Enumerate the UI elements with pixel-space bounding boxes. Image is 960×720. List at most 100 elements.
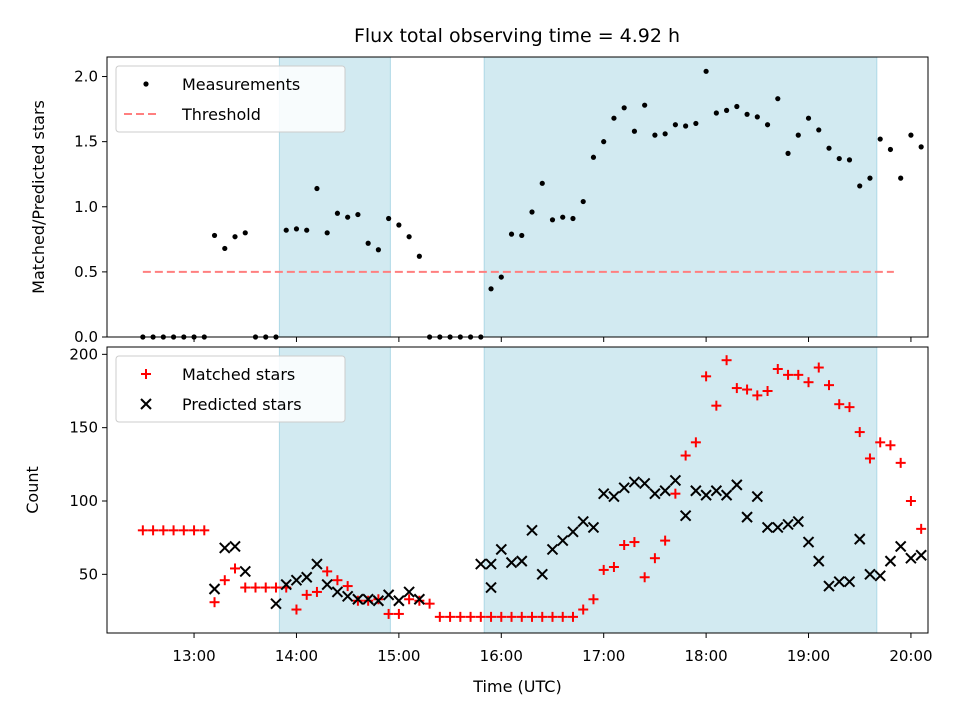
matched-star-point [731, 383, 742, 394]
x-tick-label: 19:00 [787, 647, 830, 665]
matched-star-point [547, 611, 558, 622]
measurement-point [365, 240, 371, 246]
predicted-star-point [362, 593, 374, 605]
predicted-star-point [864, 568, 876, 581]
cross-stroke-b [140, 398, 152, 410]
predicted-star-point [761, 521, 774, 534]
matched-star-point [393, 608, 404, 619]
bottom-panel: 50 100 150 200 13:00 14:00 15:00 16:00 17:00 18:… [23, 345, 933, 696]
matched-star-point [465, 611, 476, 622]
x-tick-label: 15:00 [377, 647, 420, 665]
predicted-star-point [311, 558, 323, 570]
y-tick-label: 0.0 [74, 328, 98, 346]
matched-star-point [516, 611, 527, 622]
cross-stroke-b [638, 477, 651, 490]
measurement-point [570, 215, 576, 222]
predicted-star-point [372, 595, 385, 607]
matched-star-point [834, 399, 845, 410]
bottom-y-axis-label: Count [23, 466, 42, 514]
cross-stroke-b [290, 574, 303, 586]
bottom-y-axis-ticks: 50 100 150 200 [69, 345, 107, 583]
matched-star-point [496, 611, 507, 622]
cross-stroke-b [546, 543, 559, 556]
predicted-star-point [382, 589, 395, 601]
cross-stroke-b [772, 521, 784, 534]
predicted-star-point [638, 477, 651, 490]
matched-star-point [578, 604, 589, 615]
measurement-point [345, 214, 351, 220]
legend-dot-key [143, 81, 149, 87]
cross-stroke-b [413, 593, 426, 605]
measurement-point [826, 145, 832, 151]
cross-stroke-b [362, 593, 374, 605]
matched-star-point [588, 594, 599, 605]
matched-star-point [905, 496, 916, 506]
predicted-star-point [679, 509, 692, 522]
predicted-star-point [495, 543, 507, 556]
legend-box [115, 355, 346, 423]
matched-star-point [660, 535, 671, 546]
matched-star-point [916, 523, 927, 534]
measurement-point [416, 253, 422, 259]
top-panel: 0.00.51.01.52.0 Matched/Predicted stars … [29, 56, 929, 346]
measurement-point [846, 157, 853, 163]
y-tick-label: 1.5 [74, 133, 98, 151]
predicted-star-point [270, 597, 282, 610]
measurement-point [642, 102, 648, 108]
measurement-point [754, 114, 760, 120]
y-tick-label: 200 [69, 345, 98, 363]
y-tick-label: 0.5 [74, 263, 98, 281]
cross-stroke-b [229, 540, 241, 553]
predicted-star-point [577, 515, 589, 528]
cross-stroke-b [597, 487, 610, 500]
cross-stroke-b [741, 511, 753, 523]
legend-entry-label: Predicted stars [182, 395, 302, 414]
cross-stroke-b [485, 558, 497, 570]
matched-star-point [783, 369, 794, 380]
x-tick-label: 13:00 [172, 647, 215, 665]
measurement-point [232, 234, 238, 240]
matched-star-point [864, 453, 875, 464]
measurement-point [703, 68, 709, 74]
cross-stroke-b [915, 549, 927, 561]
matched-star-point [168, 525, 179, 536]
predicted-star-point [239, 565, 251, 578]
measurement-point [775, 96, 781, 102]
measurement-point [334, 210, 341, 216]
measurement-point [304, 227, 310, 233]
cross-stroke-b [372, 595, 385, 607]
measurement-point [764, 122, 771, 128]
cross-stroke-b [864, 568, 876, 581]
predicted-star-point [751, 490, 764, 503]
cross-stroke-b [669, 474, 682, 487]
measurement-point [611, 115, 617, 121]
x-tick-label: 14:00 [275, 647, 318, 665]
x-tick-label: 17:00 [582, 647, 625, 665]
cross-stroke-b [792, 515, 804, 528]
measurement-point [222, 245, 228, 252]
cross-stroke-b [526, 524, 538, 537]
matched-star-point [250, 582, 261, 593]
measurement-point [283, 227, 289, 233]
cross-stroke-b [813, 555, 825, 567]
matched-star-point [875, 437, 886, 448]
cross-stroke-b [761, 521, 774, 534]
cross-stroke-b [720, 489, 733, 501]
predicted-star-point [208, 583, 221, 595]
matched-star-point [527, 611, 538, 622]
cross-stroke-b [905, 552, 917, 564]
matched-star-point [506, 611, 517, 622]
legend-box [115, 65, 346, 133]
predicted-star-point [300, 571, 313, 583]
matched-star-point [680, 450, 691, 461]
cross-stroke-b [352, 593, 364, 605]
matched-star-point [311, 586, 322, 597]
cross-stroke-b [341, 590, 354, 603]
matched-star-point [414, 595, 425, 606]
matched-star-point [629, 537, 640, 548]
cross-stroke-b [567, 526, 579, 538]
count-points [137, 355, 927, 622]
measurement-point [672, 122, 678, 128]
cross-stroke-b [382, 589, 395, 601]
matched-star-point [270, 582, 281, 593]
